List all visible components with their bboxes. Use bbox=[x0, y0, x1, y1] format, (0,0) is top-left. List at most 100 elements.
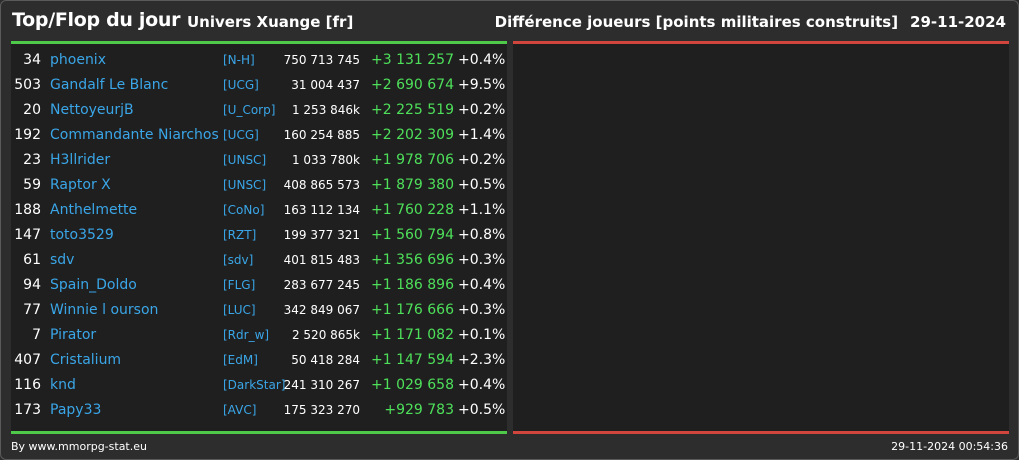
player-rank: 407 bbox=[14, 352, 41, 368]
universe-label: Univers Xuange [fr] bbox=[187, 13, 354, 31]
top-panel: 34 phoenix [N-H] 750 713 745 +3 131 257 +0.4%… bbox=[11, 41, 507, 434]
player-points: 199 377 321 bbox=[283, 228, 360, 242]
table-row: 34 phoenix [N-H] 750 713 745 +3 131 257 +0.4% bbox=[11, 48, 507, 73]
footer-credit: By www.mmorpg-stat.eu bbox=[11, 440, 147, 453]
alliance-link[interactable]: [Rdr_w] bbox=[223, 328, 270, 342]
footer-timestamp: 29-11-2024 00:54:36 bbox=[891, 440, 1008, 453]
table-row: 116 knd [DarkStar] 241 310 267 +1 029 658 +0.… bbox=[11, 373, 507, 398]
points-delta: +929 783 bbox=[384, 402, 454, 418]
player-name-link[interactable]: phoenix bbox=[50, 52, 106, 68]
player-name-link[interactable]: toto3529 bbox=[50, 227, 114, 243]
top-panel-background bbox=[11, 44, 507, 431]
player-points: 31 004 437 bbox=[291, 78, 360, 92]
percent-change: +0.1% bbox=[458, 327, 506, 343]
top-panel-bar bbox=[11, 41, 507, 44]
percent-change: +0.8% bbox=[458, 227, 506, 243]
alliance-link[interactable]: [U_Corp] bbox=[223, 103, 276, 117]
player-points: 1 253 846k bbox=[291, 103, 360, 117]
player-name-link[interactable]: Pirator bbox=[50, 327, 97, 343]
player-points: 342 849 067 bbox=[283, 303, 360, 317]
alliance-link[interactable]: [UNSC] bbox=[223, 178, 267, 192]
player-name-link[interactable]: Gandalf Le Blanc bbox=[50, 77, 169, 93]
player-points: 408 865 573 bbox=[283, 178, 360, 192]
player-name-link[interactable]: Cristalium bbox=[50, 352, 122, 368]
player-name-link[interactable]: Spain_Doldo bbox=[50, 277, 137, 293]
points-delta: +1 029 658 bbox=[371, 377, 454, 393]
table-row: 173 Papy33 [AVC] 175 323 270 +929 783 +0.5% bbox=[11, 398, 507, 423]
table-row: 188 Anthelmette [CoNo] 163 112 134 +1 760 22… bbox=[11, 198, 507, 223]
player-rank: 116 bbox=[14, 377, 41, 393]
table-row: 77 Winnie l ourson [LUC] 342 849 067 +1 176 … bbox=[11, 298, 507, 323]
player-points: 241 310 267 bbox=[283, 378, 360, 392]
alliance-link[interactable]: [RZT] bbox=[223, 228, 257, 242]
player-rank: 20 bbox=[23, 102, 41, 118]
percent-change: +0.3% bbox=[458, 302, 506, 318]
flop-panel-bottom-bar bbox=[513, 431, 1009, 434]
player-rank: 61 bbox=[23, 252, 41, 268]
percent-change: +1.4% bbox=[458, 127, 506, 143]
alliance-link[interactable]: [AVC] bbox=[223, 403, 257, 417]
percent-change: +1.1% bbox=[458, 202, 506, 218]
player-name-link[interactable]: knd bbox=[50, 377, 76, 393]
table-row: 192 Commandante Niarchos [UCG] 160 254 885 +… bbox=[11, 123, 507, 148]
player-rank: 23 bbox=[23, 152, 41, 168]
points-delta: +1 978 706 bbox=[371, 152, 454, 168]
percent-change: +9.5% bbox=[458, 77, 506, 93]
points-delta: +1 560 794 bbox=[371, 227, 454, 243]
player-points: 283 677 245 bbox=[283, 278, 360, 292]
player-name-link[interactable]: Winnie l ourson bbox=[50, 302, 159, 318]
player-name-link[interactable]: H3llrider bbox=[50, 152, 111, 168]
player-points: 2 520 865k bbox=[291, 328, 360, 342]
table-row: 147 toto3529 [RZT] 199 377 321 +1 560 794 +0.… bbox=[11, 223, 507, 248]
top-player-list: 34 phoenix [N-H] 750 713 745 +3 131 257 +0.4%… bbox=[11, 48, 507, 423]
percent-change: +0.4% bbox=[458, 277, 506, 293]
alliance-link[interactable]: [LUC] bbox=[223, 303, 256, 317]
player-rank: 94 bbox=[23, 277, 41, 293]
points-delta: +1 356 696 bbox=[371, 252, 454, 268]
player-name-link[interactable]: Papy33 bbox=[50, 402, 102, 418]
flop-panel bbox=[513, 41, 1009, 434]
player-rank: 7 bbox=[32, 327, 41, 343]
player-points: 163 112 134 bbox=[283, 203, 360, 217]
alliance-link[interactable]: [DarkStar] bbox=[223, 378, 286, 392]
alliance-link[interactable]: [FLG] bbox=[223, 278, 256, 292]
alliance-link[interactable]: [UCG] bbox=[223, 128, 259, 142]
points-delta: +2 202 309 bbox=[371, 127, 454, 143]
table-row: 61 sdv [sdv] 401 815 483 +1 356 696 +0.3% bbox=[11, 248, 507, 273]
percent-change: +0.3% bbox=[458, 252, 506, 268]
points-delta: +1 147 594 bbox=[371, 352, 454, 368]
player-rank: 503 bbox=[14, 77, 41, 93]
header-date: 29-11-2024 bbox=[910, 13, 1006, 31]
player-name-link[interactable]: NettoyeurjB bbox=[50, 102, 134, 118]
table-row: 20 NettoyeurjB [U_Corp] 1 253 846k +2 225 51… bbox=[11, 98, 507, 123]
table-row: 503 Gandalf Le Blanc [UCG] 31 004 437 +2 690… bbox=[11, 73, 507, 98]
player-name-link[interactable]: Raptor X bbox=[50, 177, 111, 193]
player-name-link[interactable]: Commandante Niarchos bbox=[50, 127, 219, 143]
top-panel-bottom-bar bbox=[11, 431, 507, 434]
player-points: 750 713 745 bbox=[283, 53, 360, 67]
table-row: 407 Cristalium [EdM] 50 418 284 +1 147 594 +2… bbox=[11, 348, 507, 373]
alliance-link[interactable]: [EdM] bbox=[223, 353, 258, 367]
table-row: 23 H3llrider [UNSC] 1 033 780k +1 978 706 +0.… bbox=[11, 148, 507, 173]
flop-panel-background bbox=[513, 44, 1009, 431]
percent-change: +2.3% bbox=[458, 352, 506, 368]
alliance-link[interactable]: [N-H] bbox=[223, 53, 255, 67]
player-rank: 34 bbox=[23, 52, 41, 68]
points-delta: +1 760 228 bbox=[371, 202, 454, 218]
player-name-link[interactable]: sdv bbox=[50, 252, 75, 268]
player-points: 160 254 885 bbox=[283, 128, 360, 142]
alliance-link[interactable]: [UNSC] bbox=[223, 153, 267, 167]
alliance-link[interactable]: [UCG] bbox=[223, 78, 259, 92]
points-delta: +1 879 380 bbox=[371, 177, 454, 193]
percent-change: +0.5% bbox=[458, 402, 506, 418]
percent-change: +0.2% bbox=[458, 152, 506, 168]
player-rank: 173 bbox=[14, 402, 41, 418]
metric-header: Différence joueurs [points militaires co… bbox=[495, 13, 1006, 31]
points-delta: +1 176 666 bbox=[371, 302, 454, 318]
alliance-link[interactable]: [sdv] bbox=[223, 253, 254, 267]
player-name-link[interactable]: Anthelmette bbox=[50, 202, 138, 218]
alliance-link[interactable]: [CoNo] bbox=[223, 203, 265, 217]
percent-change: +0.5% bbox=[458, 177, 506, 193]
header: Top/Flop du jour Univers Xuange [fr] Dif… bbox=[1, 1, 1018, 41]
